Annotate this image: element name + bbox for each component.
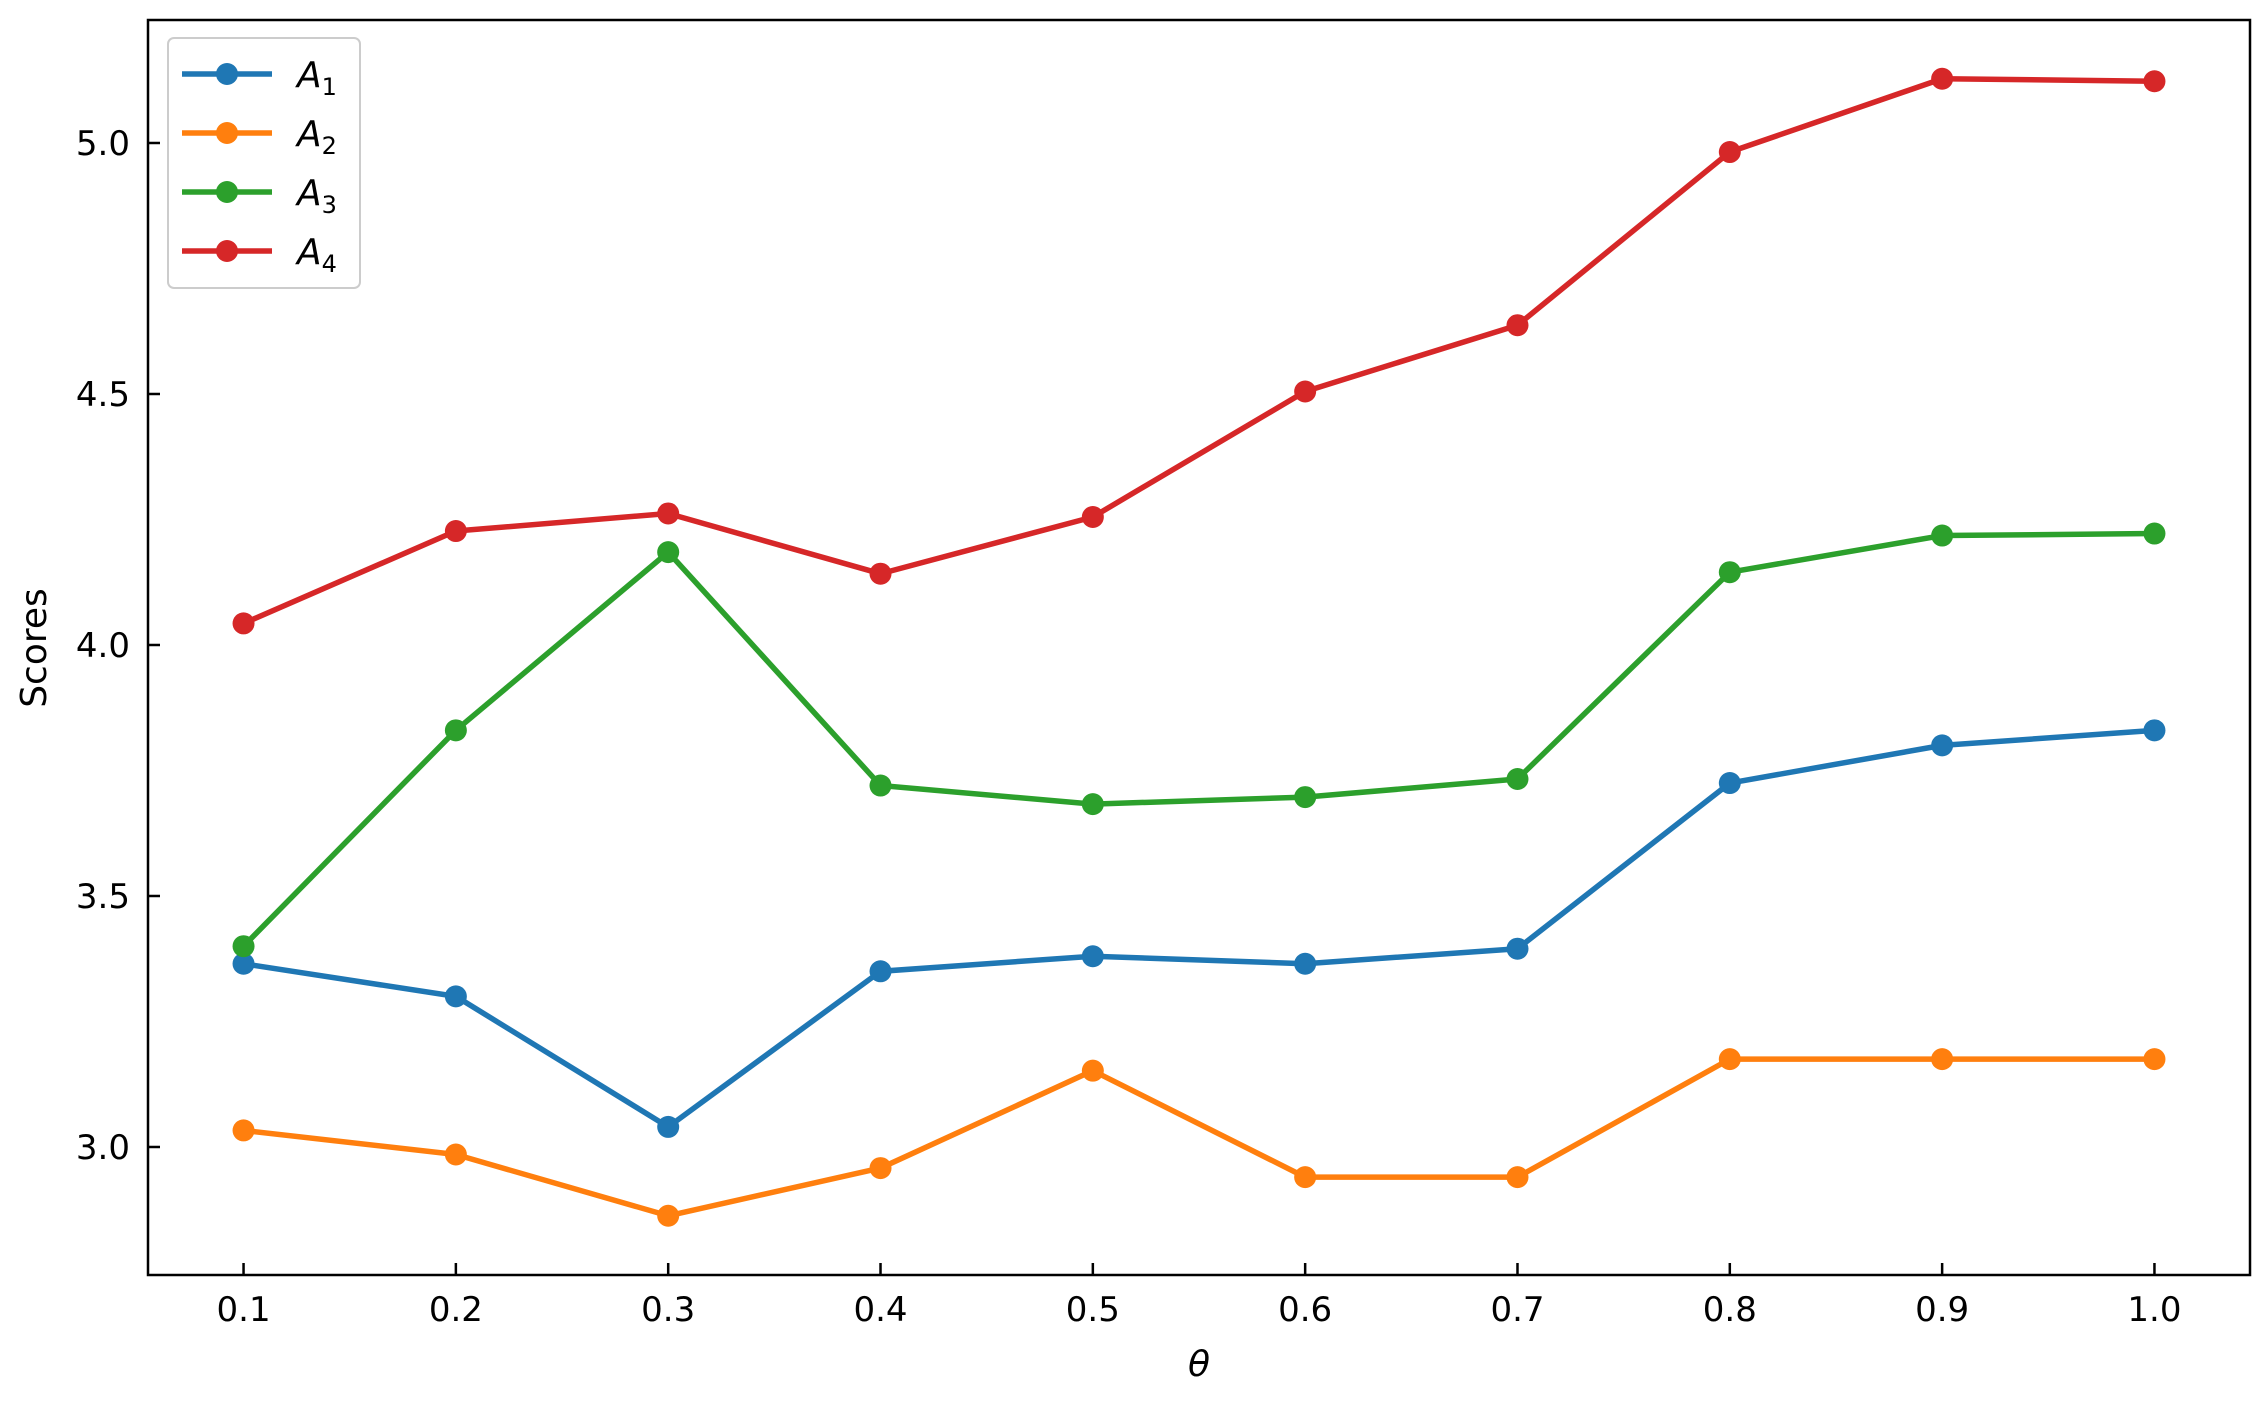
- legend-frame: [167, 37, 361, 289]
- data-point: [1931, 1048, 1954, 1071]
- x-tick-label: 0.3: [641, 1290, 695, 1330]
- data-point: [1506, 314, 1529, 337]
- data-point: [869, 960, 892, 983]
- data-point: [232, 1119, 255, 1142]
- series-line: [242, 75, 2155, 626]
- x-axis-ticks: 0.1 0.2 0.3 0.4 0.5 0.6 0.7 0.8 0.9 1.0: [217, 1263, 2181, 1330]
- data-point: [1718, 772, 1741, 795]
- data-point: [444, 520, 467, 543]
- legend-item: A3: [182, 173, 337, 219]
- series-line: [243, 1056, 2155, 1219]
- data-point: [1506, 768, 1529, 791]
- legend: A1 A2 A3 A4: [167, 37, 361, 289]
- data-point: [657, 541, 680, 564]
- data-point: [2143, 719, 2166, 742]
- y-tick-label: 4.5: [76, 375, 130, 415]
- data-point: [232, 612, 255, 635]
- data-point: [2143, 522, 2166, 545]
- data-point: [444, 719, 467, 742]
- x-tick-label: 0.6: [1278, 1290, 1332, 1330]
- data-point: [1294, 786, 1317, 809]
- data-point: [1081, 1059, 1104, 1082]
- data-point: [1294, 952, 1317, 975]
- data-point: [1506, 937, 1529, 960]
- data-point: [444, 1143, 467, 1166]
- x-tick-label: 0.7: [1490, 1290, 1544, 1330]
- y-axis-label: Scores: [14, 588, 55, 708]
- data-point: [1294, 380, 1317, 403]
- legend-label: A4: [295, 232, 337, 278]
- legend-label: A2: [295, 114, 337, 160]
- series-layer: [232, 67, 2166, 1227]
- series-a3: [232, 522, 2166, 958]
- data-point: [1931, 67, 1954, 90]
- y-axis-ticks: 3.0 3.5 4.0 4.5 5.0: [76, 124, 160, 1168]
- data-point: [1718, 561, 1741, 584]
- legend-label: A3: [295, 173, 337, 219]
- data-point: [2143, 1048, 2166, 1071]
- data-point: [657, 1115, 680, 1138]
- data-point: [657, 1204, 680, 1227]
- y-tick-label: 3.5: [76, 877, 130, 917]
- data-point: [1506, 1166, 1529, 1189]
- data-point: [1294, 1166, 1317, 1189]
- legend-item: A4: [182, 232, 337, 278]
- series-a4: [232, 67, 2166, 635]
- x-tick-label: 0.8: [1703, 1290, 1757, 1330]
- data-point: [2143, 70, 2166, 93]
- x-tick-label: 0.5: [1066, 1290, 1120, 1330]
- x-tick-label: 1.0: [2127, 1290, 2181, 1330]
- legend-item: A2: [182, 114, 337, 160]
- data-point: [869, 562, 892, 585]
- data-point: [232, 935, 255, 958]
- y-tick-label: 3.0: [76, 1128, 130, 1168]
- legend-marker: [216, 122, 238, 144]
- legend-marker: [216, 240, 238, 262]
- x-tick-label: 0.9: [1915, 1290, 1969, 1330]
- legend-marker: [216, 181, 238, 203]
- data-point: [869, 774, 892, 797]
- data-point: [869, 1157, 892, 1180]
- data-point: [1081, 793, 1104, 816]
- legend-marker: [216, 63, 238, 85]
- data-point: [232, 952, 255, 975]
- series-a2: [232, 1048, 2166, 1227]
- y-tick-label: 4.0: [76, 626, 130, 666]
- data-point: [444, 985, 467, 1008]
- data-point: [1931, 524, 1954, 547]
- x-tick-label: 0.4: [853, 1290, 907, 1330]
- series-a1: [232, 719, 2166, 1138]
- data-point: [1931, 734, 1954, 757]
- data-point: [1081, 505, 1104, 528]
- data-point: [1718, 141, 1741, 164]
- plot-area: [146, 18, 2252, 1277]
- series-line: [241, 530, 2155, 949]
- series-line: [243, 727, 2155, 1130]
- data-point: [1718, 1048, 1741, 1071]
- data-point: [1081, 945, 1104, 968]
- x-tick-label: 0.2: [429, 1290, 483, 1330]
- y-tick-label: 5.0: [76, 124, 130, 164]
- data-point: [657, 502, 680, 525]
- legend-item: A1: [182, 55, 337, 101]
- x-axis-label: θ: [1188, 1344, 1210, 1385]
- x-tick-label: 0.1: [217, 1290, 271, 1330]
- legend-label: A1: [295, 55, 337, 101]
